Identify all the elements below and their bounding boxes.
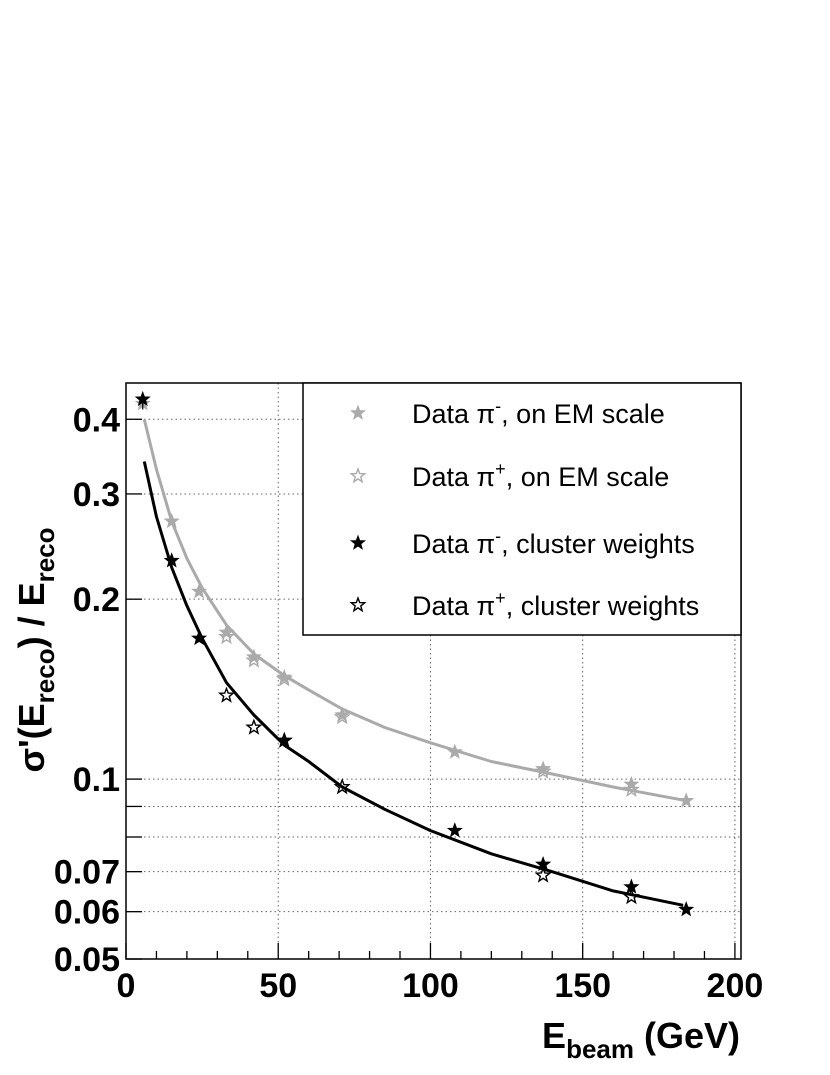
data-point bbox=[217, 686, 235, 703]
y-tick-label: 0.05 bbox=[54, 941, 120, 979]
legend-marker bbox=[349, 595, 367, 613]
y-tick-label: 0.4 bbox=[73, 401, 120, 439]
data-point bbox=[678, 901, 695, 917]
data-point bbox=[245, 718, 263, 735]
data-point bbox=[245, 651, 263, 668]
y-tick-label: 0.07 bbox=[54, 854, 120, 892]
data-point bbox=[534, 866, 552, 883]
data-point bbox=[163, 552, 180, 568]
data-point bbox=[275, 670, 293, 687]
x-tick-label: 100 bbox=[402, 967, 459, 1005]
data-point bbox=[678, 792, 695, 808]
y-tick-label: 0.2 bbox=[73, 581, 120, 619]
data-point bbox=[622, 887, 641, 905]
data-point bbox=[446, 822, 463, 838]
x-axis-label: Ebeam (GeV) bbox=[542, 1015, 740, 1064]
data-point bbox=[217, 627, 235, 645]
data-point bbox=[534, 762, 552, 779]
legend-box bbox=[302, 382, 742, 636]
y-tick-label: 0.06 bbox=[54, 894, 120, 932]
x-tick-label: 200 bbox=[707, 967, 764, 1005]
y-axis-label: σ'(Ereco) / Ereco bbox=[11, 527, 60, 772]
data-point bbox=[275, 731, 293, 748]
data-point bbox=[191, 583, 208, 599]
data-point bbox=[333, 778, 351, 795]
y-tick-labels: 0.05 0.060.07 0.1 0.2 0.3 0.4 bbox=[54, 401, 120, 979]
data-point bbox=[535, 760, 552, 776]
y-tick-label: 0.1 bbox=[73, 761, 120, 799]
data-point bbox=[446, 743, 463, 759]
data-point bbox=[163, 512, 180, 529]
x-tick-labels: 0 50 100 150 200 bbox=[117, 967, 764, 1005]
data-point bbox=[334, 706, 351, 722]
data-point bbox=[191, 629, 208, 646]
legend-marker bbox=[349, 466, 367, 484]
y-tick-label: 0.3 bbox=[73, 476, 120, 514]
legend-entry: Data π-, on EM scale bbox=[412, 396, 665, 429]
legend-marker bbox=[349, 404, 367, 420]
legend-entry: Data π+, cluster weights bbox=[412, 588, 699, 621]
fit-curves bbox=[142, 418, 687, 907]
axis-ticks bbox=[125, 418, 736, 960]
legend-entry: Data π+, on EM scale bbox=[412, 459, 669, 492]
x-tick-label: 150 bbox=[554, 967, 611, 1005]
data-point bbox=[245, 648, 262, 664]
legend: Data π-, on EM scale Data π+, on EM scale… bbox=[302, 382, 742, 636]
legend-marker bbox=[349, 534, 367, 550]
x-tick-label: 0 bbox=[117, 967, 136, 1005]
fit-curve bbox=[142, 418, 687, 803]
data-point bbox=[333, 708, 351, 725]
data-point bbox=[622, 780, 641, 798]
fit-curve bbox=[142, 461, 684, 907]
data-point bbox=[276, 668, 293, 685]
legend-entry: Data π-, cluster weights bbox=[412, 526, 695, 559]
data-markers bbox=[134, 390, 695, 917]
x-tick-label: 50 bbox=[259, 967, 297, 1005]
